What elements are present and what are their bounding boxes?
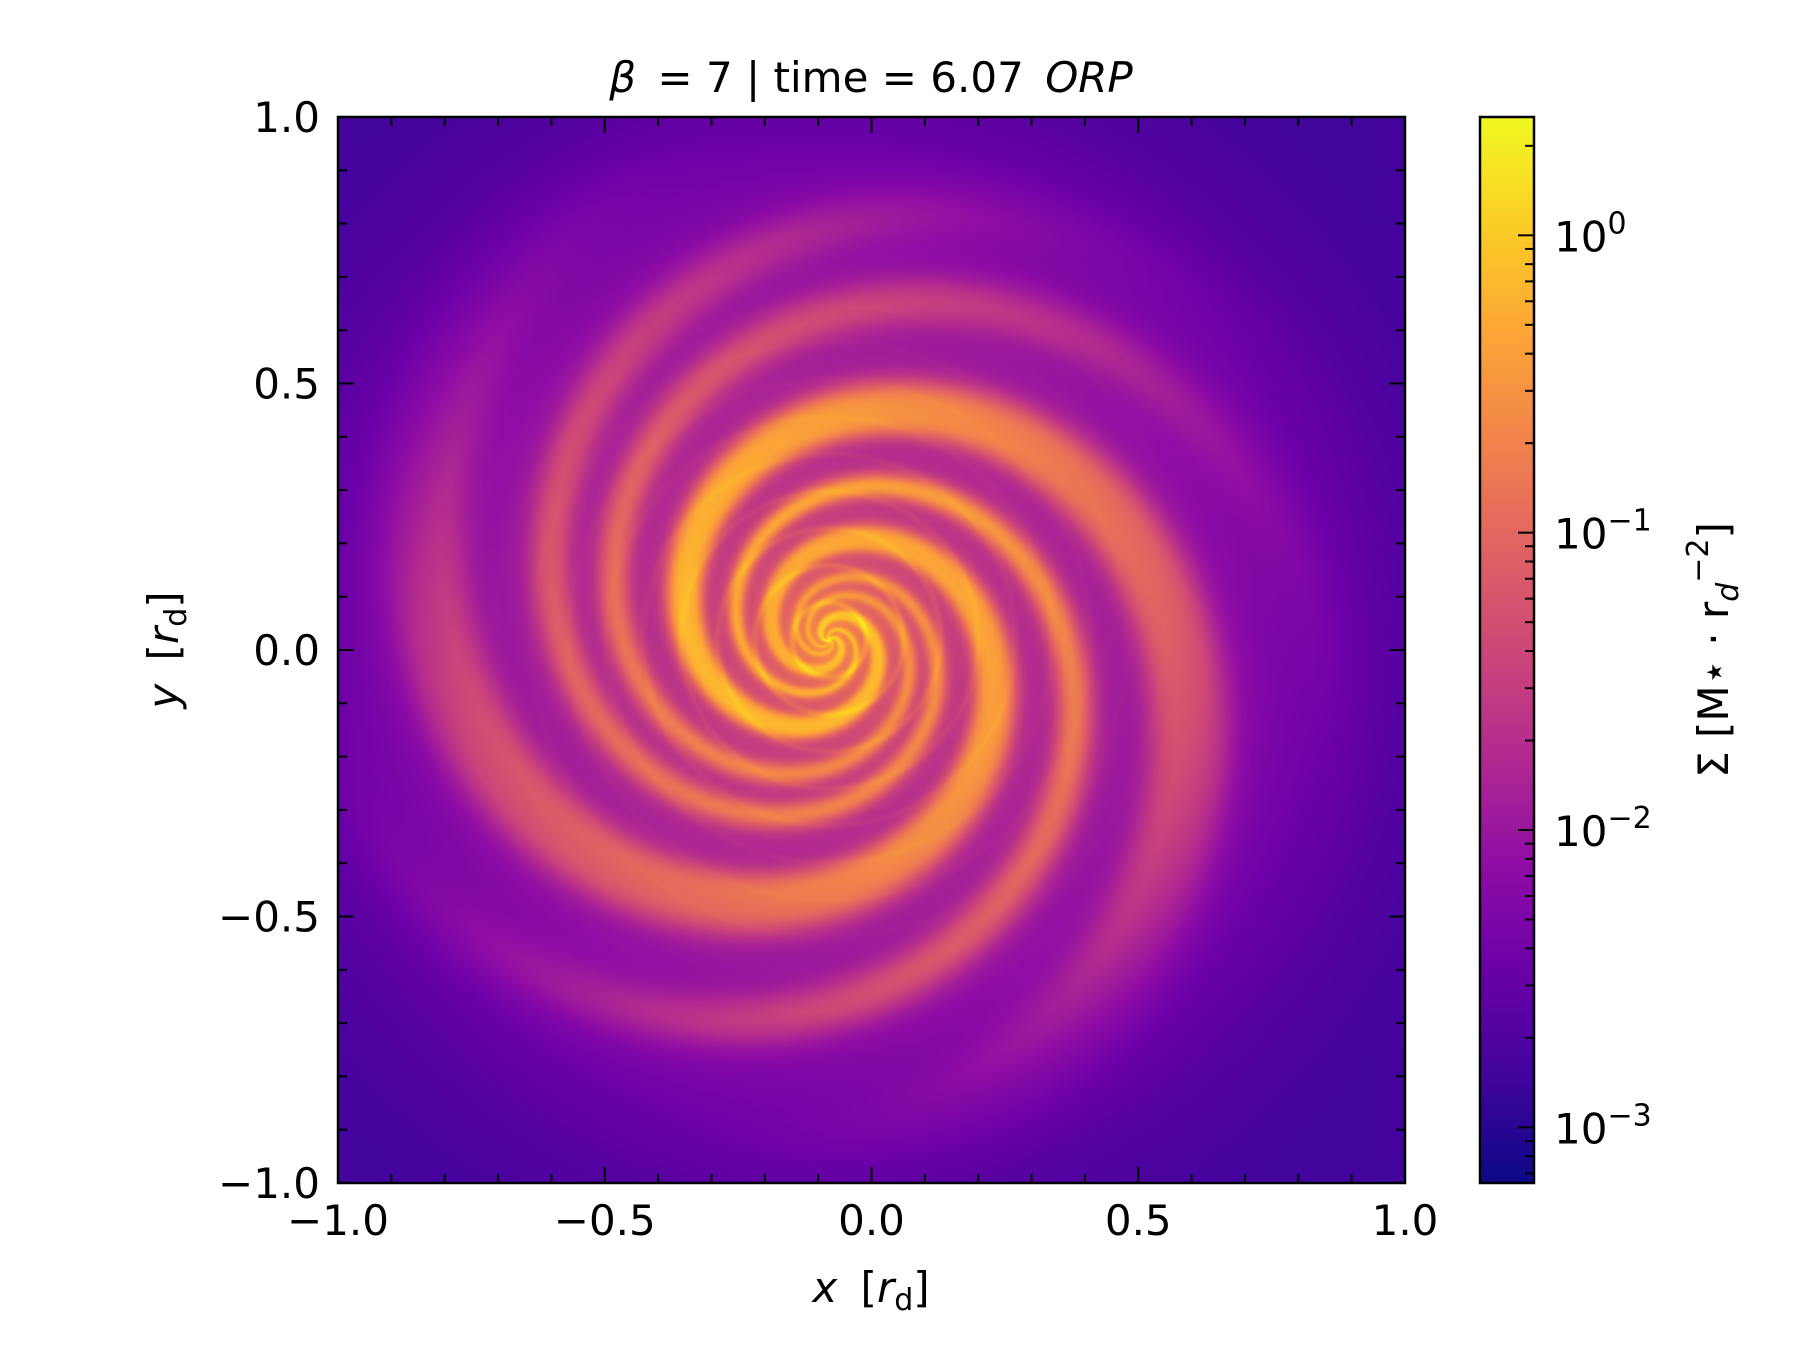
y-axis-ticks: −1.0 −0.5 0.0 0.5 1.0 [218,93,1405,1208]
colorbar-label: Σ [M⋆ · rd−2] [1681,522,1746,778]
colorbar-tick-label: 100 [1554,206,1627,261]
x-tick-label: 1.0 [1372,1196,1439,1245]
density-field [338,117,1405,1183]
y-tick-label: −1.0 [218,1159,320,1208]
y-tick-label: 1.0 [253,93,320,142]
colorbar-tick-label: 10−3 [1554,1098,1652,1153]
x-axis-label: x [rd] [810,1263,929,1318]
colorbar-ticks: 10−3 10−2 10−1 100 [1518,144,1652,1175]
x-tick-label: 0.5 [1105,1196,1172,1245]
y-axis-label: y [rd] [139,591,194,710]
x-axis-ticks: −1.0 −0.5 0.0 0.5 1.0 [287,117,1438,1245]
x-tick-label: −0.5 [554,1196,656,1245]
colorbar-frame [1478,115,1536,1185]
chart-title: β = 7 | time = 6.07 ORP [608,53,1133,102]
colorbar: 10−3 10−2 10−1 100 Σ [M⋆ · rd−2] [1478,115,1746,1185]
colorbar-tick-label: 10−2 [1554,801,1652,856]
y-tick-label: 0.0 [253,626,320,675]
x-tick-label: 0.0 [838,1196,905,1245]
colorbar-gradient [1480,117,1534,1183]
y-tick-label: 0.5 [253,360,320,409]
y-tick-label: −0.5 [218,893,320,942]
colorbar-tick-label: 10−1 [1554,504,1652,559]
x-tick-label: −1.0 [287,1196,389,1245]
